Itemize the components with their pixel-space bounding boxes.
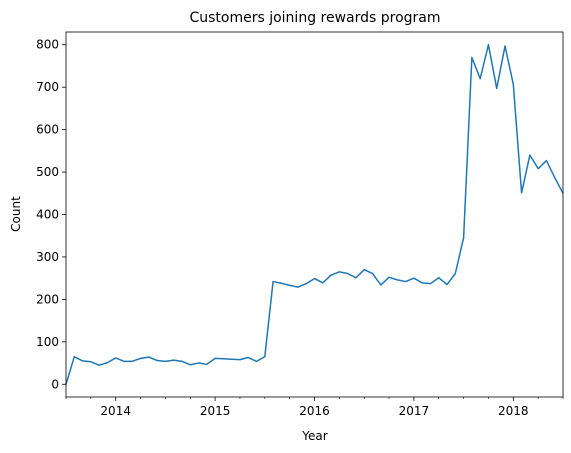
data-point xyxy=(247,356,249,359)
x-tick-label: 2014 xyxy=(100,404,131,418)
x-axis-ticks: 2014 2015 2016 2017 2018 xyxy=(65,397,564,418)
data-point xyxy=(156,359,158,362)
data-point xyxy=(139,357,142,359)
data-point xyxy=(289,284,291,286)
y-tick-label: 600 xyxy=(36,123,59,137)
data-point xyxy=(338,271,340,273)
y-tick-label: 800 xyxy=(36,38,59,52)
data-point xyxy=(98,364,100,366)
data-point xyxy=(297,286,299,288)
data-point xyxy=(73,356,75,358)
series-line xyxy=(65,43,564,385)
data-point xyxy=(206,363,208,365)
y-tick-label: 300 xyxy=(36,250,59,264)
data-point xyxy=(504,45,506,47)
data-point xyxy=(405,280,407,283)
data-point xyxy=(496,87,498,90)
data-point xyxy=(181,360,183,362)
data-point xyxy=(222,358,224,360)
data-point xyxy=(512,83,514,85)
data-point xyxy=(189,364,191,366)
data-point xyxy=(115,357,117,359)
data-point xyxy=(487,44,490,46)
series-layer xyxy=(65,43,564,385)
x-tick-label: 2017 xyxy=(399,404,430,418)
data-point xyxy=(429,283,432,285)
data-point xyxy=(463,237,465,239)
y-axis-label: Count xyxy=(9,196,23,232)
data-point xyxy=(313,277,316,280)
data-point xyxy=(396,279,398,281)
data-point xyxy=(239,359,241,361)
plot-area: 2014 2015 2016 2017 2018 0 100 200 300 400 500 600… xyxy=(36,31,564,418)
y-axis-ticks: 0 100 200 300 400 500 600 700 800 xyxy=(36,38,66,391)
data-point xyxy=(322,282,324,284)
data-point xyxy=(123,360,125,362)
data-point xyxy=(197,362,200,364)
data-point xyxy=(214,357,216,359)
data-point xyxy=(520,192,523,194)
data-point xyxy=(164,360,166,362)
y-tick-label: 0 xyxy=(51,377,59,391)
data-point xyxy=(438,277,440,279)
x-tick-label: 2015 xyxy=(200,404,231,418)
data-point xyxy=(380,284,382,286)
y-tick-label: 100 xyxy=(36,335,59,349)
data-point xyxy=(280,282,282,284)
data-point xyxy=(454,272,456,275)
data-point xyxy=(231,358,233,360)
x-axis-label: Year xyxy=(301,429,327,443)
x-tick-label: 2016 xyxy=(299,404,330,418)
data-point xyxy=(264,356,266,358)
data-point xyxy=(90,361,92,363)
data-point xyxy=(255,360,258,362)
y-tick-label: 700 xyxy=(36,80,59,94)
y-tick-label: 400 xyxy=(36,208,59,222)
data-point xyxy=(529,154,531,156)
data-point xyxy=(330,274,332,276)
data-point xyxy=(148,356,150,358)
data-point xyxy=(545,159,548,162)
data-point xyxy=(106,362,109,364)
data-point xyxy=(355,277,357,279)
data-point xyxy=(347,272,349,275)
data-point xyxy=(371,272,374,275)
data-point xyxy=(173,359,175,361)
data-point xyxy=(413,277,415,279)
data-point xyxy=(388,276,390,278)
data-point xyxy=(446,283,448,286)
data-point xyxy=(421,282,423,284)
data-point xyxy=(554,176,556,179)
data-point xyxy=(537,168,539,170)
x-tick-label: 2018 xyxy=(498,404,529,418)
axes-frame xyxy=(65,31,564,398)
data-point xyxy=(471,56,473,59)
data-point xyxy=(131,360,133,362)
data-point xyxy=(272,280,274,283)
y-tick-label: 200 xyxy=(36,292,59,306)
data-point xyxy=(479,78,481,80)
data-point xyxy=(305,283,307,285)
y-tick-label: 500 xyxy=(36,165,59,179)
data-point xyxy=(363,269,365,271)
chart-title: Customers joining rewards program xyxy=(189,10,440,26)
data-point xyxy=(81,360,84,362)
